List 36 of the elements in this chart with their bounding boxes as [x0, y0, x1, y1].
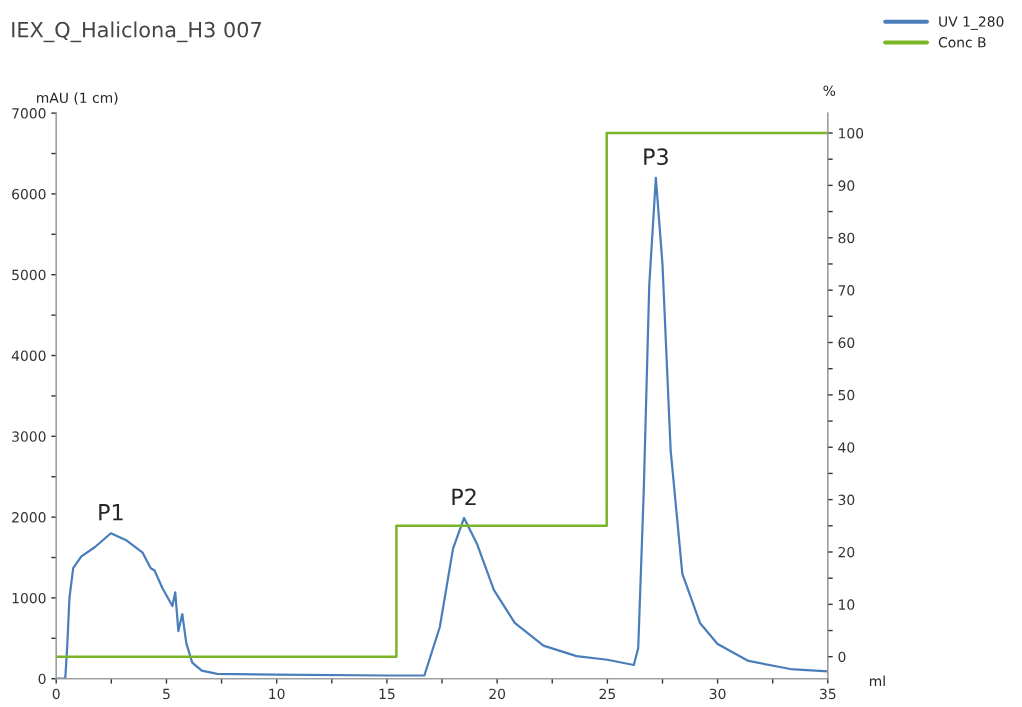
y2-tick-label: 40	[838, 442, 855, 453]
y2-tick-label: 20	[838, 546, 855, 558]
y2-axis-title: %	[823, 85, 836, 96]
y2-tick-label: 60	[838, 337, 855, 348]
y2-tick-label: 30	[838, 494, 855, 506]
y2-tick-label: 50	[838, 389, 855, 401]
y-tick-label: 3000	[12, 431, 46, 442]
y-tick-label: 0	[38, 673, 46, 685]
x-axis-title: ml	[869, 675, 885, 687]
y-tick-label: 4000	[11, 350, 46, 361]
chart-title: IEX_Q_Haliclona_H3 007	[12, 21, 261, 43]
x-tick-label: 0	[52, 688, 60, 700]
y-tick-label: 6000	[12, 188, 46, 200]
x-tick-label: 30	[709, 688, 726, 700]
x-tick-label: 5	[163, 688, 170, 700]
x-tick-label: 10	[269, 688, 285, 700]
y-axis-title: mAU (1 cm)	[37, 92, 118, 105]
y-tick-label: 1000	[12, 592, 46, 604]
y-tick-label: 2000	[12, 512, 46, 523]
x-tick-label: 35	[820, 688, 836, 700]
x-tick-label: 20	[489, 688, 506, 700]
y2-tick-label: 0	[838, 651, 846, 663]
y2-tick-label: 90	[838, 180, 855, 191]
y2-tick-label: 70	[838, 285, 855, 296]
y-tick-label: 7000	[12, 108, 46, 119]
y-tick-label: 5000	[12, 269, 46, 281]
y2-tick-label: 100	[839, 127, 864, 139]
annotation: P3	[644, 148, 668, 166]
y2-tick-label: 80	[838, 232, 855, 244]
legend-label: UV 1_280	[939, 16, 1004, 30]
x-tick-label: 25	[599, 688, 615, 700]
annotation: P1	[99, 504, 123, 521]
x-tick-label: 15	[379, 688, 395, 700]
legend-label: Conc B	[938, 37, 986, 48]
annotation: P2	[452, 488, 476, 505]
y2-tick-label: 10	[839, 599, 855, 610]
